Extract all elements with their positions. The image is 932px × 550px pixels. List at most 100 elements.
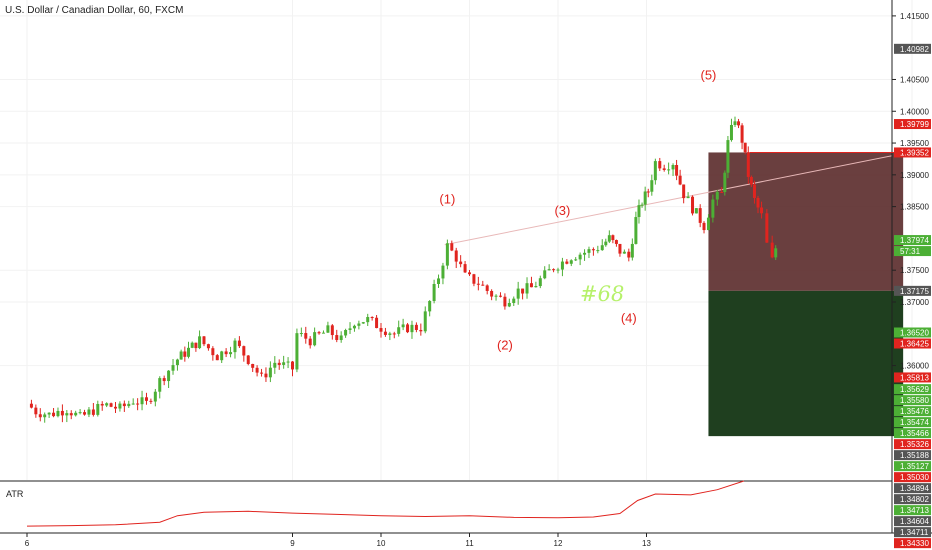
candle-body	[569, 260, 573, 264]
candle-body	[69, 413, 73, 416]
price-tick-label: 1.40500	[900, 75, 929, 84]
candle-body	[547, 269, 551, 271]
price-badge-label: 1.36520	[900, 329, 929, 338]
time-tick-label: 6	[25, 539, 30, 548]
candle-body	[634, 217, 638, 244]
candle-body	[481, 284, 485, 286]
candle-body	[109, 403, 113, 407]
candle-body	[774, 248, 778, 258]
price-tick-label: 1.37500	[900, 266, 929, 275]
price-badge	[894, 406, 931, 417]
candle-body	[737, 121, 741, 126]
price-badge-label: 1.39799	[900, 120, 929, 129]
candle-body	[749, 176, 753, 185]
candle-body	[604, 241, 608, 246]
price-badge-label: 1.37974	[900, 236, 929, 245]
candle-body	[127, 403, 131, 407]
candle-body	[136, 403, 140, 405]
candle-body	[277, 362, 281, 365]
candle-body	[326, 325, 330, 333]
candle-body	[215, 355, 219, 361]
candle-body	[229, 352, 233, 355]
candle-body	[344, 329, 348, 336]
price-badge-label: 1.36425	[900, 340, 929, 349]
candle-body	[611, 235, 615, 241]
candle-body	[556, 269, 560, 271]
price-tick-label: 1.39500	[900, 139, 929, 148]
candle-body	[565, 261, 569, 264]
candle-body	[304, 333, 308, 339]
candle-body	[662, 168, 666, 170]
candle-body	[357, 323, 361, 326]
take-profit-zone[interactable]	[708, 290, 904, 437]
candle-body	[388, 333, 392, 335]
wave-label: (5)	[701, 67, 717, 82]
candle-body	[295, 333, 299, 370]
candle-body	[441, 265, 445, 279]
price-badge-label: 1.35127	[900, 462, 929, 471]
candle-body	[167, 370, 171, 382]
candle-body	[406, 324, 410, 333]
candle-body	[740, 125, 744, 143]
candle-body	[733, 121, 737, 125]
wave-label: (2)	[497, 338, 513, 353]
candle-body	[711, 199, 715, 218]
candle-body	[614, 240, 618, 244]
candle-body	[220, 351, 224, 361]
wave-label: (4)	[621, 310, 637, 325]
price-badge	[894, 43, 931, 54]
candle-body	[490, 290, 494, 297]
price-badge	[894, 384, 931, 395]
atr-pane	[0, 480, 892, 527]
candle-body	[175, 359, 179, 366]
atr-indicator-label[interactable]: ATR	[6, 489, 24, 499]
candle-body	[410, 324, 414, 333]
wave-label: (1)	[439, 191, 455, 206]
price-badge-label: 1.35580	[900, 396, 929, 405]
candle-body	[468, 272, 471, 275]
candle-body	[454, 250, 458, 262]
candle-body	[187, 347, 191, 357]
candle-body	[370, 317, 374, 319]
candle-body	[756, 197, 760, 208]
candle-body	[653, 161, 657, 181]
candle-body	[211, 348, 215, 356]
candle-body	[760, 207, 764, 214]
price-badge	[894, 483, 931, 494]
price-badge	[894, 338, 931, 349]
candle-body	[171, 365, 175, 371]
price-badge	[894, 461, 931, 472]
price-badge-label: 1.34713	[900, 506, 929, 515]
elliott-wave-labels: (1) (2) (3) (4) (5)	[439, 67, 716, 352]
price-badge	[894, 246, 931, 257]
price-badge	[894, 428, 931, 439]
candle-body	[658, 161, 662, 169]
candle-body	[366, 317, 370, 323]
price-badge	[894, 527, 931, 538]
candle-body	[96, 403, 100, 415]
candle-body	[264, 373, 268, 378]
candle-body	[379, 328, 383, 332]
trendline[interactable]	[444, 155, 893, 246]
candle-body	[47, 412, 51, 415]
candle-body	[720, 191, 724, 193]
candle-body	[459, 261, 463, 265]
time-tick-label: 11	[465, 539, 474, 548]
price-badge-label: 1.34330	[900, 539, 929, 548]
candle-body	[525, 283, 529, 294]
candle-body	[43, 414, 47, 418]
time-tick-label: 10	[377, 539, 386, 548]
stop-loss-zone[interactable]	[708, 152, 904, 291]
candle-body	[118, 403, 122, 409]
price-badge	[894, 147, 931, 158]
candle-body	[291, 361, 294, 370]
candle-body	[419, 329, 423, 332]
candle-body	[100, 403, 104, 406]
candle-body	[682, 184, 686, 199]
candle-body	[194, 342, 198, 349]
candle-body	[308, 338, 312, 346]
candle-body	[348, 328, 352, 330]
candle-body	[140, 397, 144, 405]
candle-body	[56, 410, 60, 417]
